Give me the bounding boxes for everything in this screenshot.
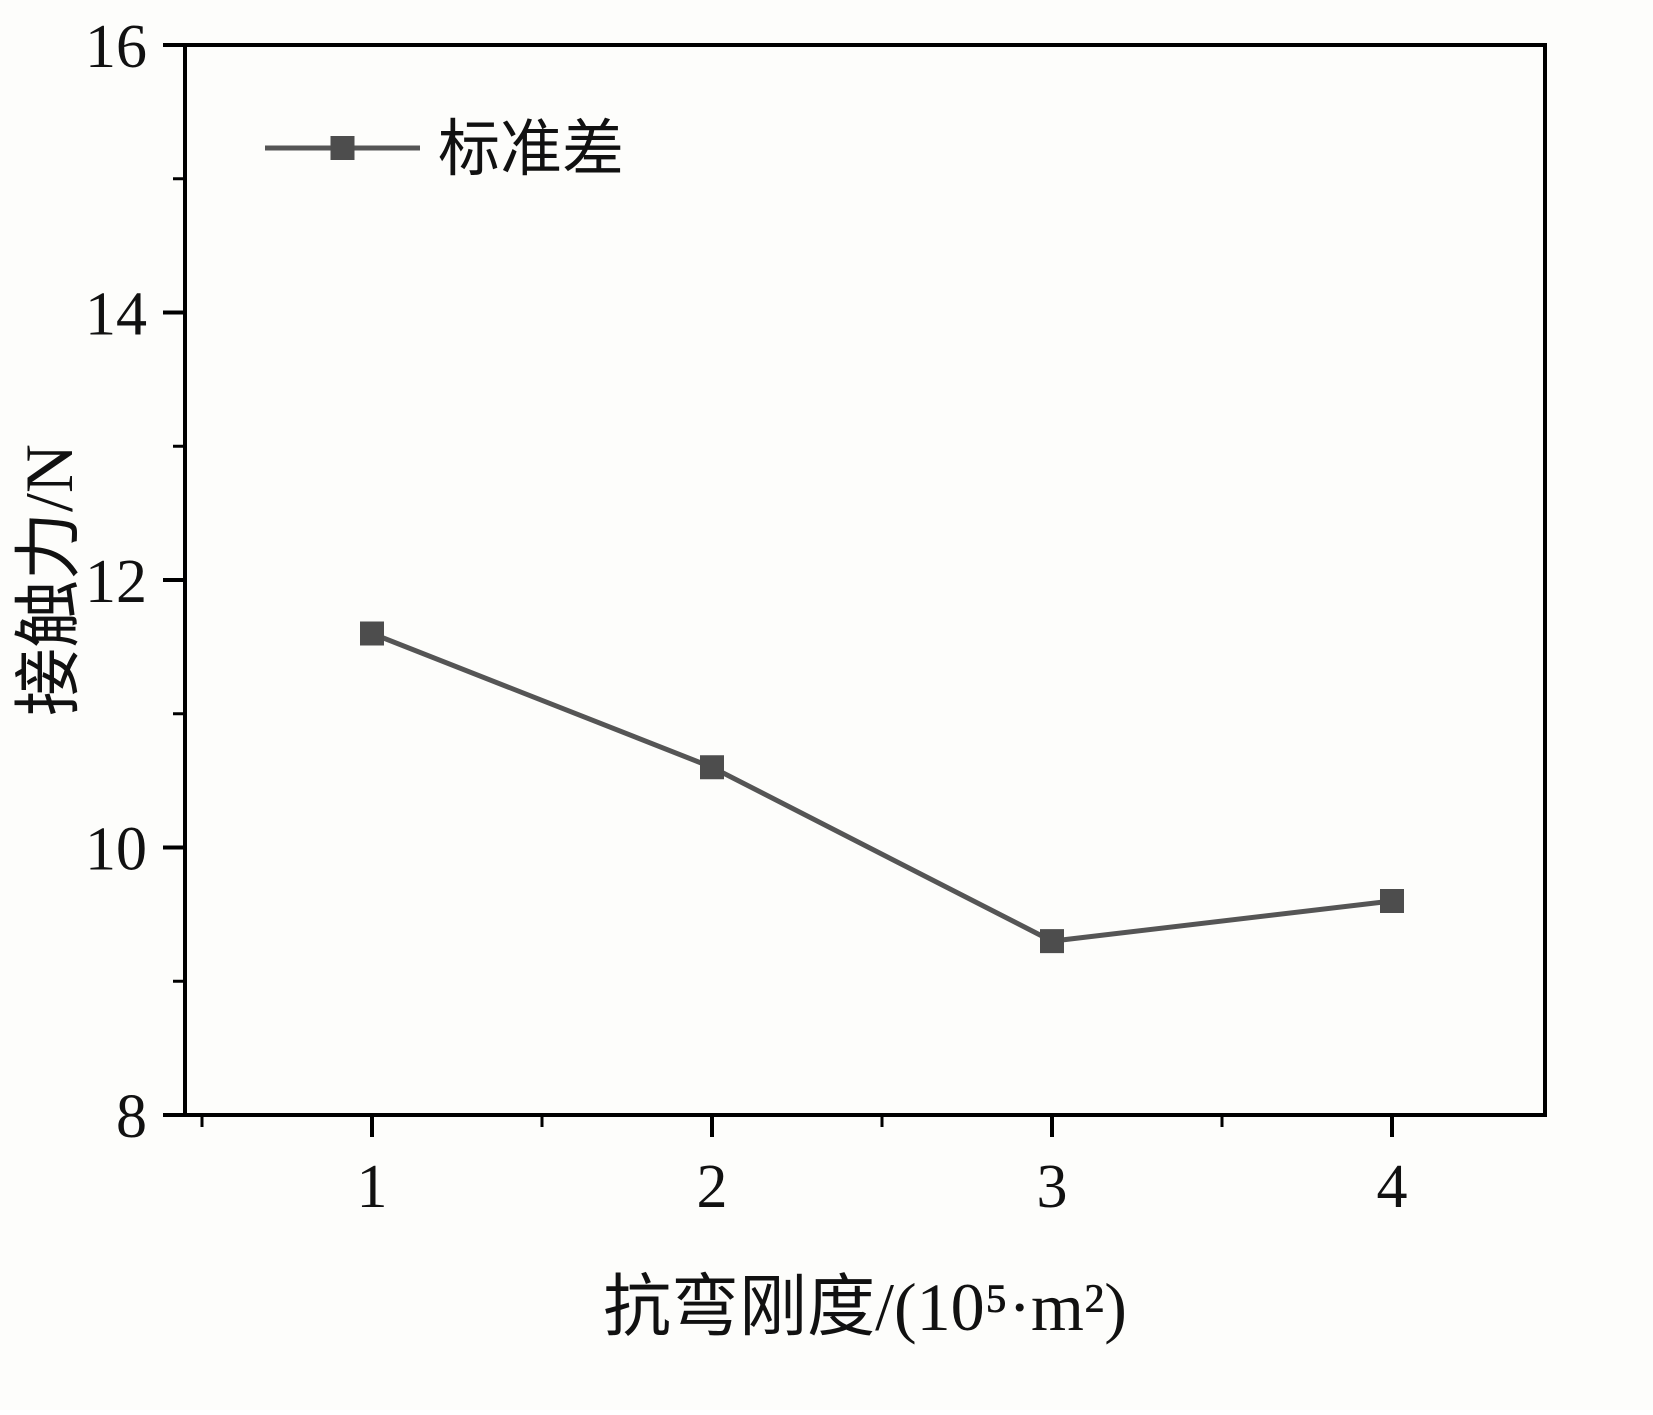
x-tick-label: 4 [1377, 1153, 1408, 1221]
data-point-marker [360, 621, 384, 646]
y-tick-label: 10 [85, 816, 147, 884]
data-point-marker [1040, 929, 1064, 954]
x-tick-label: 2 [697, 1153, 728, 1221]
data-series [360, 621, 1404, 954]
y-axis-title: 接触力/N [11, 444, 87, 716]
y-tick-label: 14 [85, 281, 147, 349]
series-line [371, 631, 1393, 944]
x-axis: 1 2 3 4 [200, 1115, 1408, 1221]
axes-frame [183, 43, 1547, 1117]
y-axis: 8 10 12 14 16 [85, 13, 185, 1151]
legend-label: 标准差 [438, 116, 624, 184]
y-tick-label: 12 [85, 548, 147, 616]
data-point-marker [1380, 889, 1404, 913]
x-axis-title: 抗弯刚度/(10⁵·m²) [603, 1269, 1127, 1345]
data-point-marker [700, 755, 724, 780]
y-tick-label: 8 [116, 1083, 147, 1151]
x-tick-label: 1 [357, 1153, 388, 1221]
plot-area [185, 45, 1545, 1115]
y-tick-label: 16 [85, 13, 147, 81]
legend: 标准差 [265, 116, 624, 184]
x-tick-label: 3 [1037, 1153, 1068, 1221]
legend-marker-sample [330, 136, 355, 160]
